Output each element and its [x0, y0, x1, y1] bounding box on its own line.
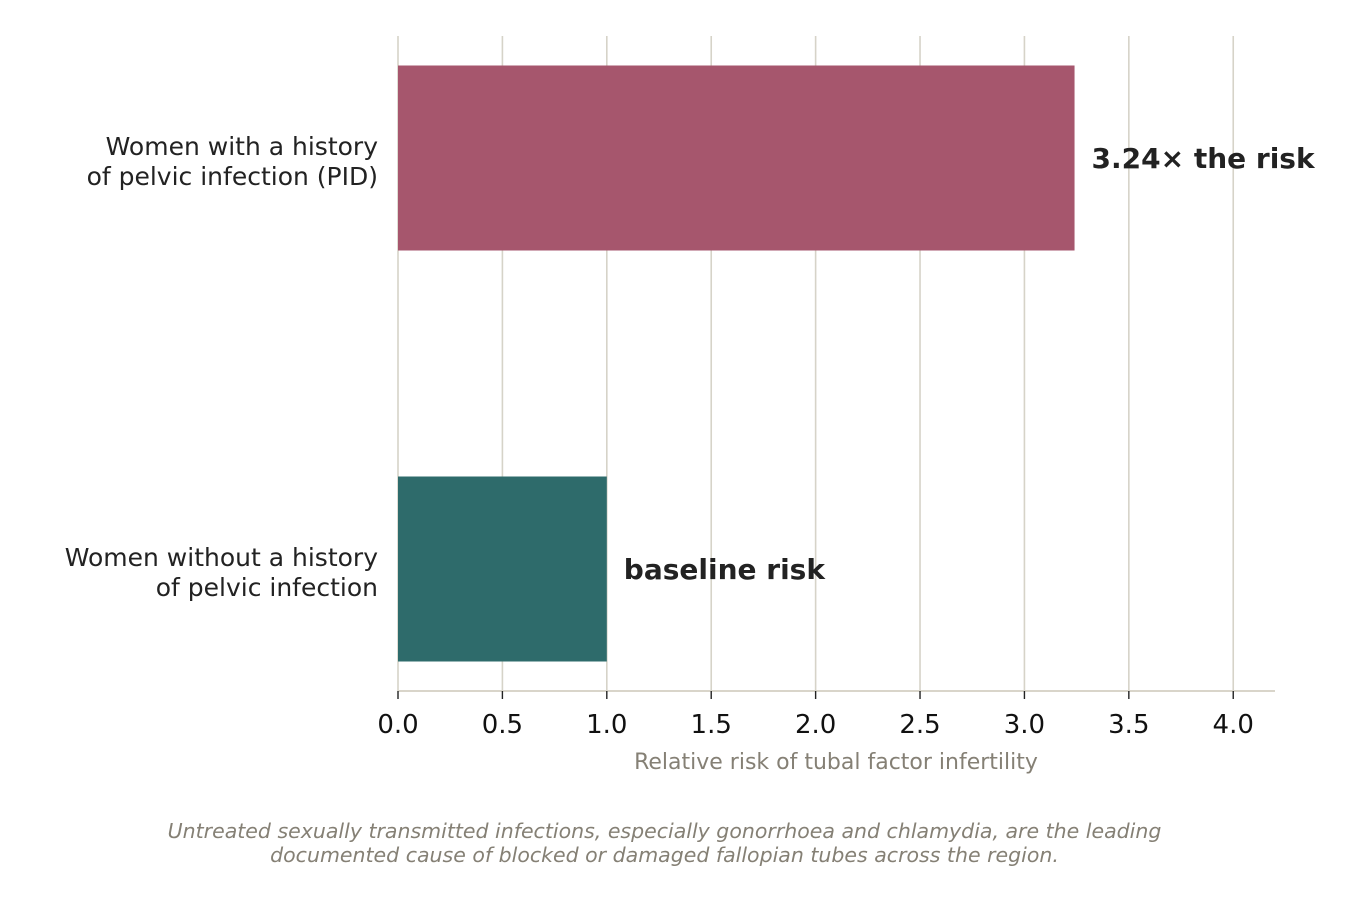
bar	[398, 476, 607, 662]
category-label: Women with a history of pelvic infection …	[87, 132, 379, 191]
x-tick-label: 0.5	[482, 710, 523, 740]
category-label: Women without a history of pelvic infecti…	[65, 543, 378, 602]
x-tick-label: 1.0	[586, 710, 627, 740]
x-tick-label: 3.0	[1004, 710, 1045, 740]
x-tick-label: 3.5	[1108, 710, 1149, 740]
x-axis: 0.0 0.5 1.0 1.5 2.0 2.5 3.0 3.5 4.0	[377, 690, 1275, 740]
x-tick-label: 4.0	[1213, 710, 1254, 740]
bars	[398, 65, 1075, 662]
bar-chart: 0.0 0.5 1.0 1.5 2.0 2.5 3.0 3.5 4.0 3.24× the ri…	[65, 36, 1316, 775]
caption-line-2: documented cause of blocked or damaged f…	[270, 843, 1059, 867]
bar-label: 3.24× the risk	[1092, 142, 1316, 175]
x-tick-label: 2.0	[795, 710, 836, 740]
labels: 3.24× the risk Women with a history of pel…	[65, 132, 1316, 602]
caption-line-1: Untreated sexually transmitted infection…	[167, 819, 1162, 843]
bar-label: baseline risk	[624, 553, 827, 586]
x-axis-title: Relative risk of tubal factor infertilit…	[634, 750, 1038, 775]
x-tick-label: 2.5	[899, 710, 940, 740]
x-tick-label: 0.0	[377, 710, 418, 740]
x-tick-label: 1.5	[691, 710, 732, 740]
bar	[398, 65, 1075, 251]
chart-caption: Untreated sexually transmitted infection…	[0, 819, 1329, 867]
